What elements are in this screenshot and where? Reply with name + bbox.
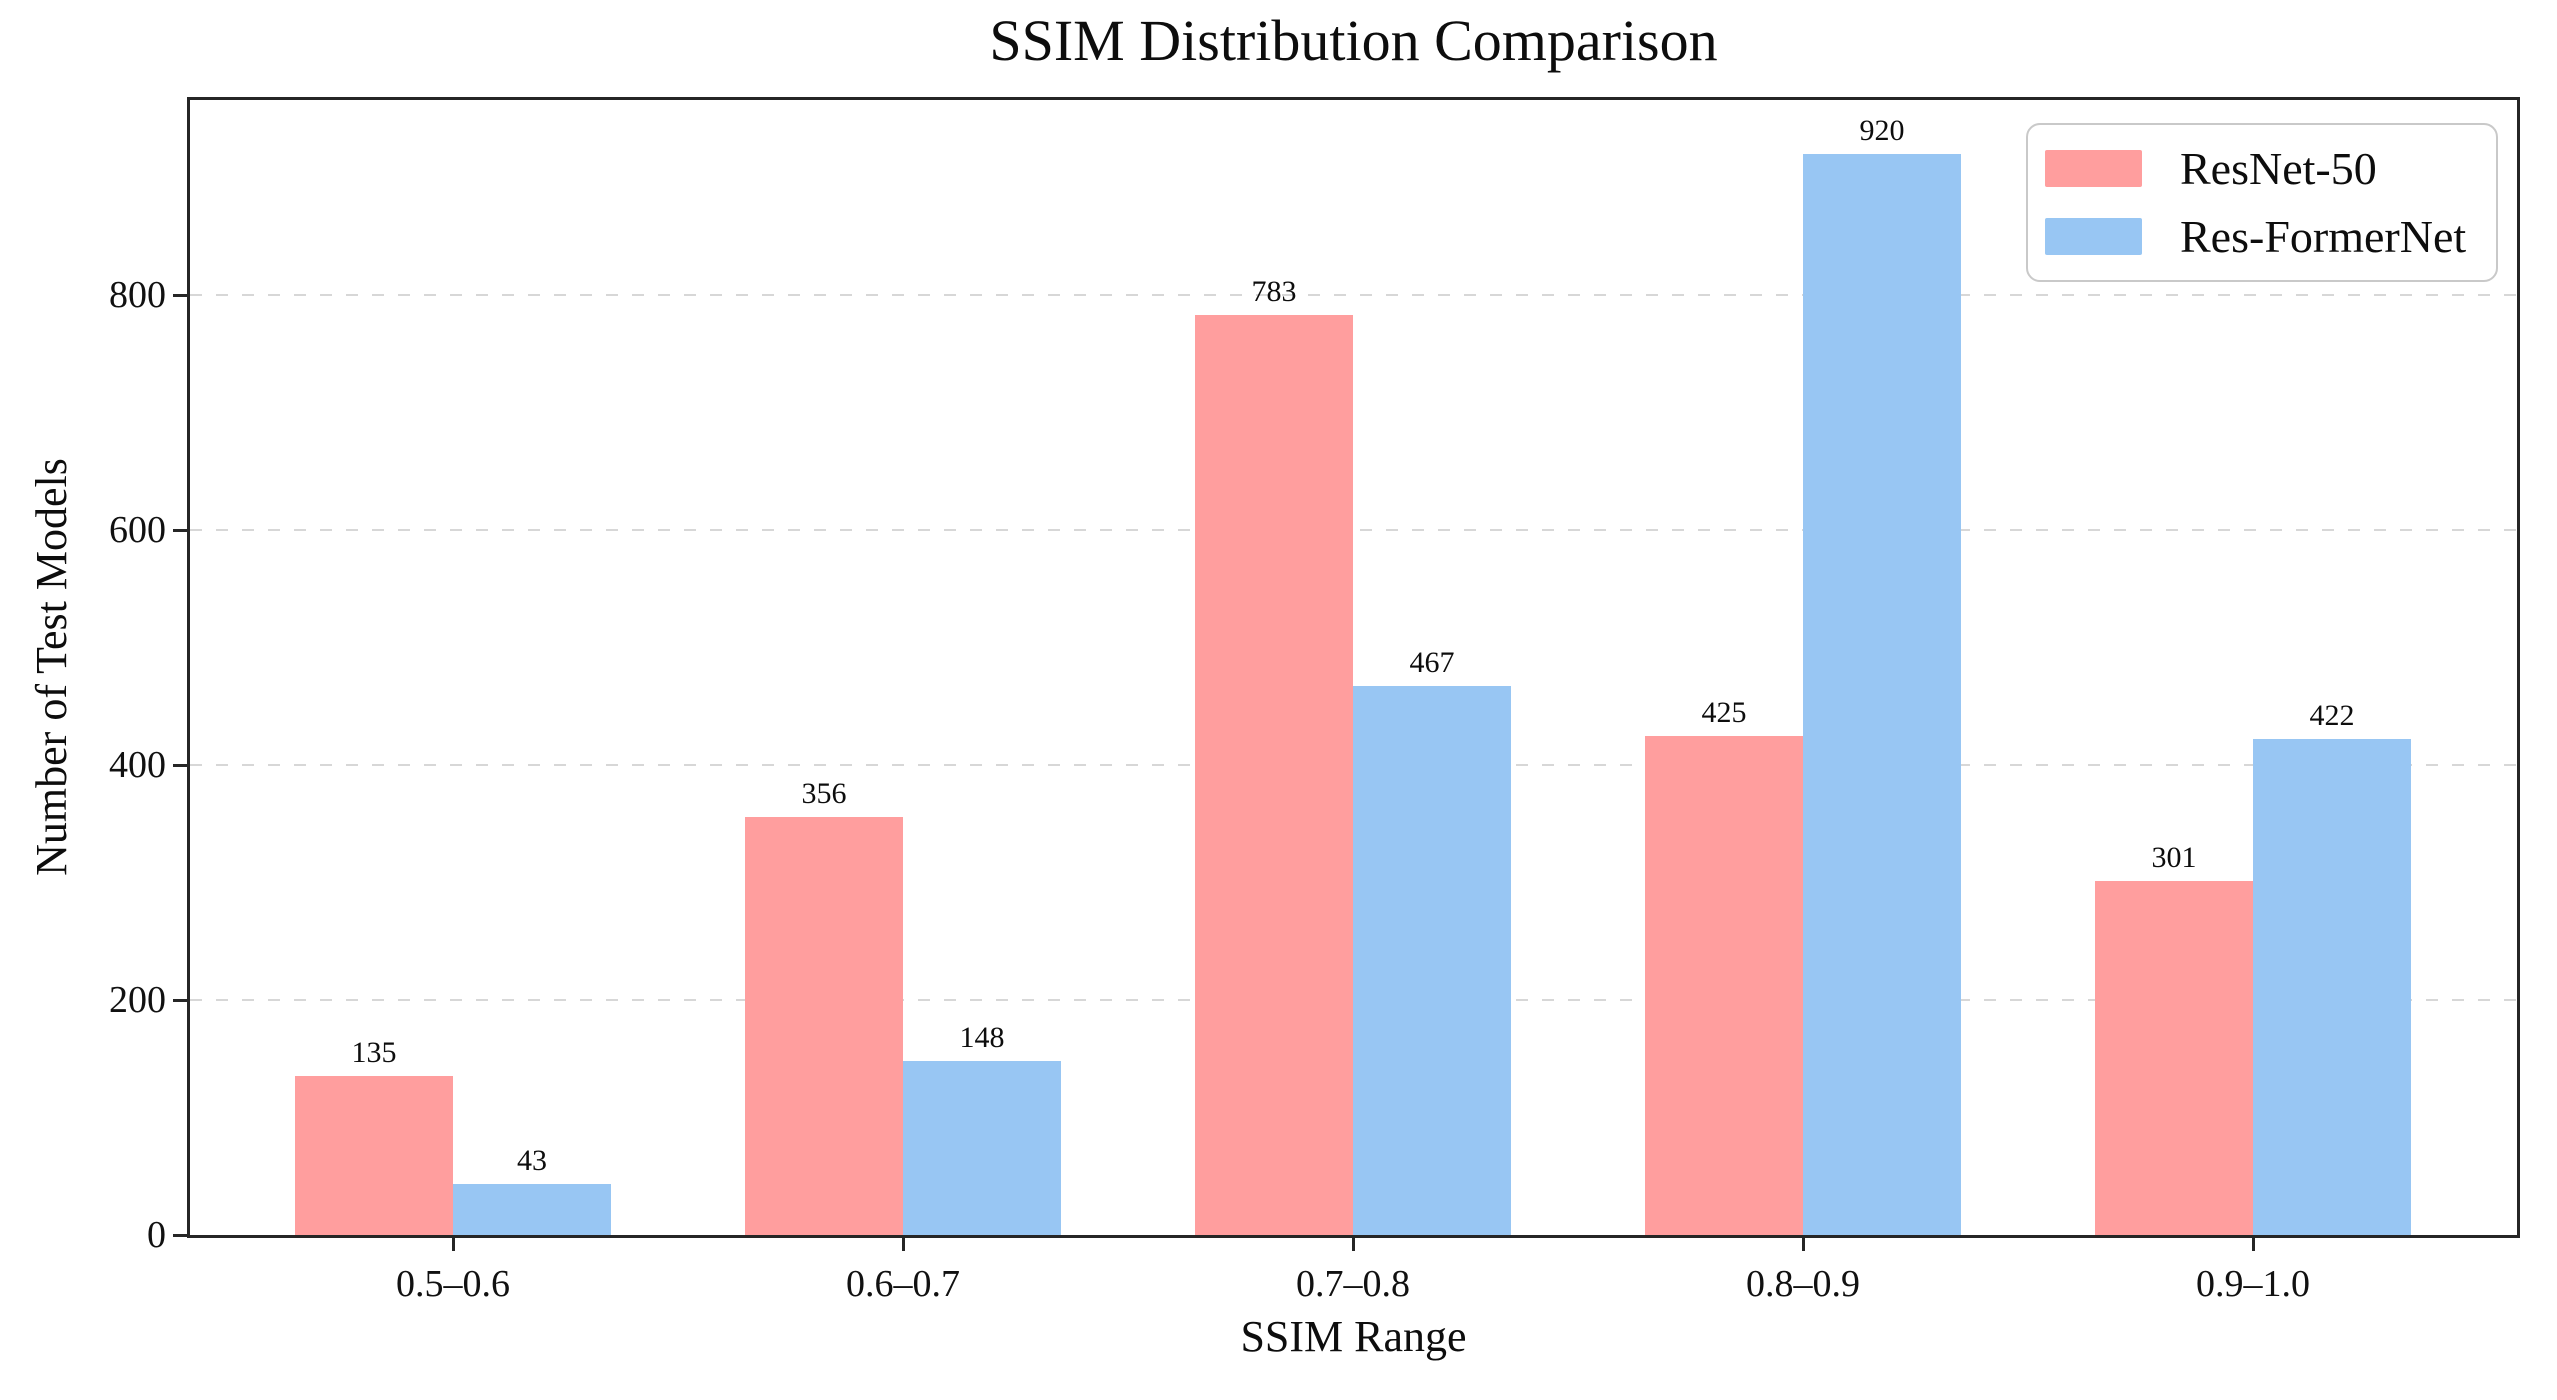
bar-value-label: 43 <box>517 1144 547 1178</box>
legend-label-ResNet-50: ResNet-50 <box>2180 143 2377 194</box>
legend-swatch-Res-FormerNet <box>2045 218 2142 255</box>
bar-value-label: 425 <box>1701 695 1747 729</box>
bar-ResNet-50-0.8–0.9 <box>1645 735 1803 1235</box>
y-tick-label-600: 600 <box>109 509 166 552</box>
chart-title: SSIM Distribution Comparison <box>989 8 1718 73</box>
bar-ResNet-50-0.6–0.7 <box>745 816 903 1235</box>
bar-value-label: 920 <box>1859 114 1905 148</box>
bar-Res-FormerNet-0.8–0.9 <box>1803 154 1961 1235</box>
y-tick-800 <box>173 293 187 297</box>
x-tick-0.5–0.6 <box>451 1238 455 1251</box>
legend-label-Res-FormerNet: Res-FormerNet <box>2180 211 2467 262</box>
y-tick-label-800: 800 <box>109 274 166 317</box>
legend-row-Res-FormerNet: Res-FormerNet <box>2028 203 2496 271</box>
x-tick-0.9–1.0 <box>2251 1238 2255 1251</box>
bar-value-label: 135 <box>351 1036 397 1070</box>
bar-value-label: 422 <box>2309 699 2355 733</box>
bar-Res-FormerNet-0.9–1.0 <box>2253 739 2411 1235</box>
y-tick-label-400: 400 <box>109 744 166 787</box>
y-tick-600 <box>173 528 187 532</box>
bar-value-label: 356 <box>801 776 847 810</box>
x-tick-label-0.6–0.7: 0.6–0.7 <box>846 1263 960 1305</box>
bar-Res-FormerNet-0.6–0.7 <box>903 1061 1061 1235</box>
y-tick-400 <box>173 763 187 767</box>
plot-area: ResNet-50 Res-FormerNet 135 43 356 148 783 467… <box>187 97 2520 1238</box>
x-tick-0.6–0.7 <box>901 1238 905 1251</box>
x-tick-label-0.9–1.0: 0.9–1.0 <box>2196 1263 2310 1305</box>
y-tick-label-200: 200 <box>109 979 166 1021</box>
x-tick-0.8–0.9 <box>1801 1238 1805 1251</box>
x-tick-label-0.5–0.6: 0.5–0.6 <box>396 1263 510 1305</box>
bar-value-label: 301 <box>2151 841 2197 875</box>
legend-row-ResNet-50: ResNet-50 <box>2028 135 2496 203</box>
bar-Res-FormerNet-0.5–0.6 <box>453 1184 611 1235</box>
bar-ResNet-50-0.5–0.6 <box>295 1076 453 1235</box>
gridline-y-600 <box>190 529 2517 532</box>
y-tick-0 <box>173 1233 187 1237</box>
legend-swatch-ResNet-50 <box>2045 150 2142 187</box>
bar-value-label: 783 <box>1251 275 1297 309</box>
x-tick-label-0.7–0.8: 0.7–0.8 <box>1296 1263 1410 1305</box>
y-tick-200 <box>173 998 187 1002</box>
bar-value-label: 148 <box>959 1021 1005 1055</box>
bar-ResNet-50-0.7–0.8 <box>1195 315 1353 1235</box>
x-axis-label: SSIM Range <box>1240 1312 1467 1361</box>
bar-ResNet-50-0.9–1.0 <box>2095 881 2253 1235</box>
y-tick-label-0: 0 <box>147 1214 166 1256</box>
bar-value-label: 467 <box>1409 646 1455 680</box>
gridline-y-800 <box>190 294 2517 297</box>
bar-Res-FormerNet-0.7–0.8 <box>1353 686 1511 1235</box>
x-tick-0.7–0.8 <box>1351 1238 1355 1251</box>
legend: ResNet-50 Res-FormerNet <box>2026 123 2498 282</box>
x-tick-label-0.8–0.9: 0.8–0.9 <box>1746 1263 1860 1305</box>
